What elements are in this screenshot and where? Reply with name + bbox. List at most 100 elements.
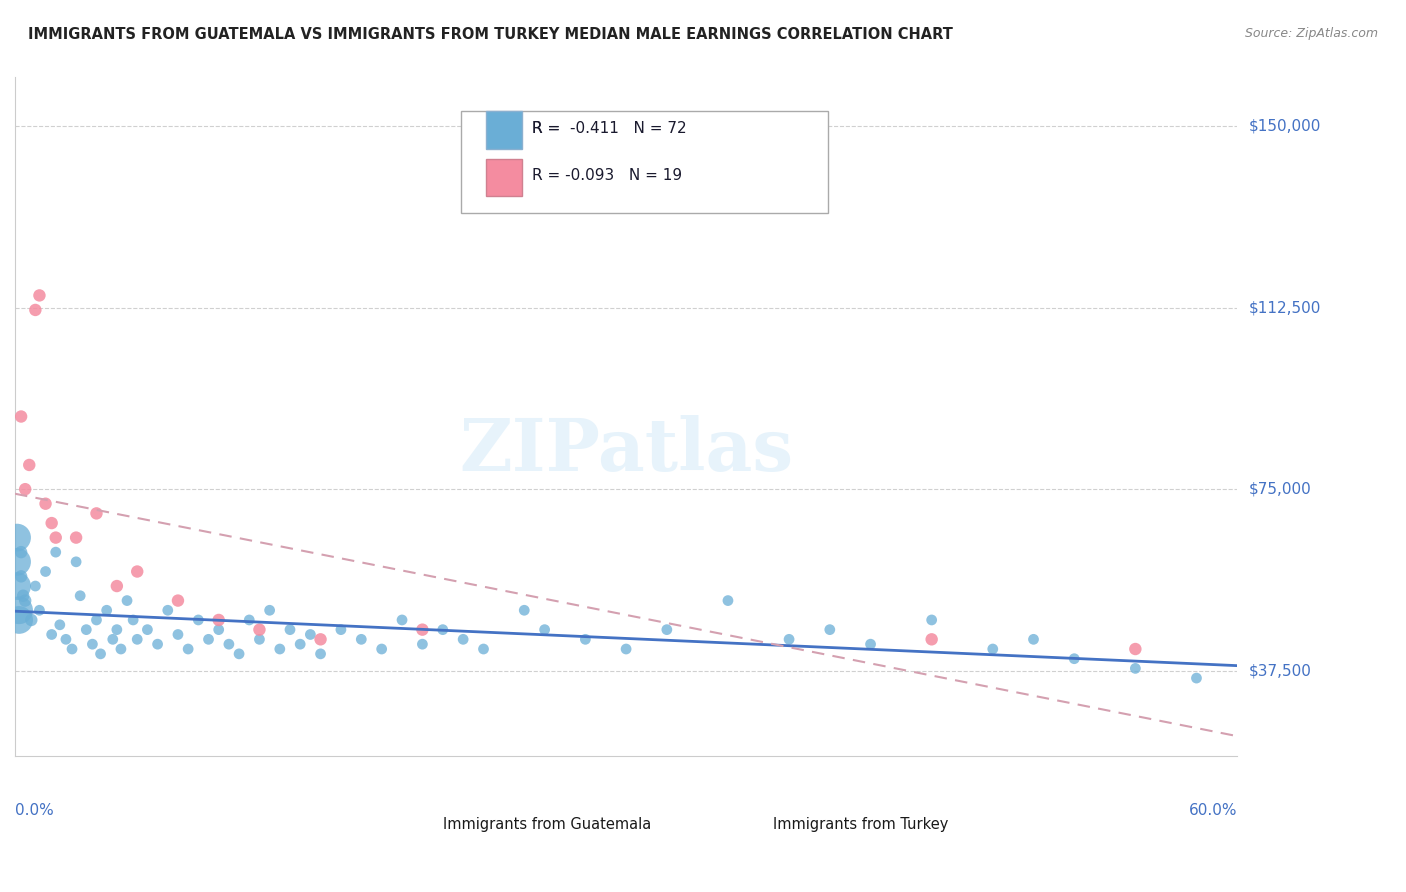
Point: [86, 507, 108, 521]
Point: [24, 579, 46, 593]
Point: [249, 623, 271, 637]
Point: [655, 623, 678, 637]
Point: [329, 623, 352, 637]
Point: [146, 637, 169, 651]
Point: [60, 642, 83, 657]
Point: [14, 593, 37, 607]
Text: R =: R =: [531, 120, 565, 136]
Point: [1125, 661, 1147, 675]
Point: [278, 623, 301, 637]
Point: [228, 647, 250, 661]
Text: 0.0%: 0.0%: [15, 803, 53, 818]
Point: [34, 497, 56, 511]
Point: [34, 565, 56, 579]
Point: [370, 642, 392, 657]
Point: [859, 637, 882, 651]
Point: [90, 647, 112, 661]
Point: [69, 589, 91, 603]
Point: [28, 288, 51, 302]
Point: [101, 632, 124, 647]
Point: [309, 647, 332, 661]
Point: [1022, 632, 1045, 647]
Text: IMMIGRANTS FROM GUATEMALA VS IMMIGRANTS FROM TURKEY MEDIAN MALE EARNINGS CORRELA: IMMIGRANTS FROM GUATEMALA VS IMMIGRANTS …: [28, 27, 953, 42]
Point: [981, 642, 1004, 657]
Text: Source: ZipAtlas.com: Source: ZipAtlas.com: [1244, 27, 1378, 40]
Text: ZIPatlas: ZIPatlas: [458, 415, 793, 486]
Point: [156, 603, 179, 617]
Point: [921, 613, 943, 627]
Point: [391, 613, 413, 627]
Text: $75,000: $75,000: [1249, 482, 1310, 497]
Point: [75, 623, 97, 637]
Point: [309, 632, 332, 647]
Point: [8, 613, 31, 627]
Point: [10, 409, 32, 424]
Point: [167, 593, 190, 607]
Point: [105, 623, 128, 637]
Text: R =  -0.411   N = 72: R = -0.411 N = 72: [531, 120, 686, 136]
Point: [136, 623, 159, 637]
Point: [28, 603, 51, 617]
Point: [350, 632, 373, 647]
Point: [127, 565, 149, 579]
FancyBboxPatch shape: [394, 797, 425, 823]
Point: [82, 637, 104, 651]
Point: [1125, 642, 1147, 657]
Point: [259, 603, 281, 617]
Point: [6, 555, 28, 569]
Text: R = -0.093   N = 19: R = -0.093 N = 19: [531, 169, 682, 183]
Text: Immigrants from Guatemala: Immigrants from Guatemala: [443, 816, 651, 831]
Point: [41, 627, 63, 641]
Point: [86, 613, 108, 627]
Point: [45, 531, 67, 545]
Point: [533, 623, 555, 637]
Point: [411, 623, 433, 637]
Point: [513, 603, 536, 617]
Point: [921, 632, 943, 647]
Point: [24, 302, 46, 317]
Point: [55, 632, 77, 647]
FancyBboxPatch shape: [730, 797, 761, 823]
Point: [115, 593, 138, 607]
Text: $37,500: $37,500: [1249, 664, 1312, 678]
FancyBboxPatch shape: [485, 159, 522, 196]
Point: [177, 642, 200, 657]
Point: [574, 632, 596, 647]
Point: [1063, 651, 1085, 665]
FancyBboxPatch shape: [461, 112, 828, 213]
Point: [10, 569, 32, 583]
Point: [10, 545, 32, 559]
Point: [208, 623, 231, 637]
Point: [127, 632, 149, 647]
Point: [472, 642, 495, 657]
Point: [122, 613, 145, 627]
Point: [41, 516, 63, 530]
Point: [14, 482, 37, 496]
Point: [187, 613, 209, 627]
Point: [65, 531, 87, 545]
Point: [6, 531, 28, 545]
Point: [20, 613, 42, 627]
Text: 60.0%: 60.0%: [1188, 803, 1237, 818]
Point: [208, 613, 231, 627]
Point: [411, 637, 433, 651]
Point: [6, 579, 28, 593]
Point: [105, 579, 128, 593]
Text: $112,500: $112,500: [1249, 300, 1320, 315]
Text: Immigrants from Turkey: Immigrants from Turkey: [773, 816, 948, 831]
Point: [110, 642, 132, 657]
Point: [197, 632, 219, 647]
Point: [717, 593, 740, 607]
Point: [65, 555, 87, 569]
Point: [11, 589, 34, 603]
Point: [1185, 671, 1208, 685]
Point: [451, 632, 474, 647]
Point: [290, 637, 312, 651]
Point: [249, 632, 271, 647]
Point: [614, 642, 637, 657]
Point: [432, 623, 454, 637]
Point: [269, 642, 291, 657]
Point: [45, 545, 67, 559]
Text: $150,000: $150,000: [1249, 119, 1320, 134]
FancyBboxPatch shape: [485, 112, 522, 149]
